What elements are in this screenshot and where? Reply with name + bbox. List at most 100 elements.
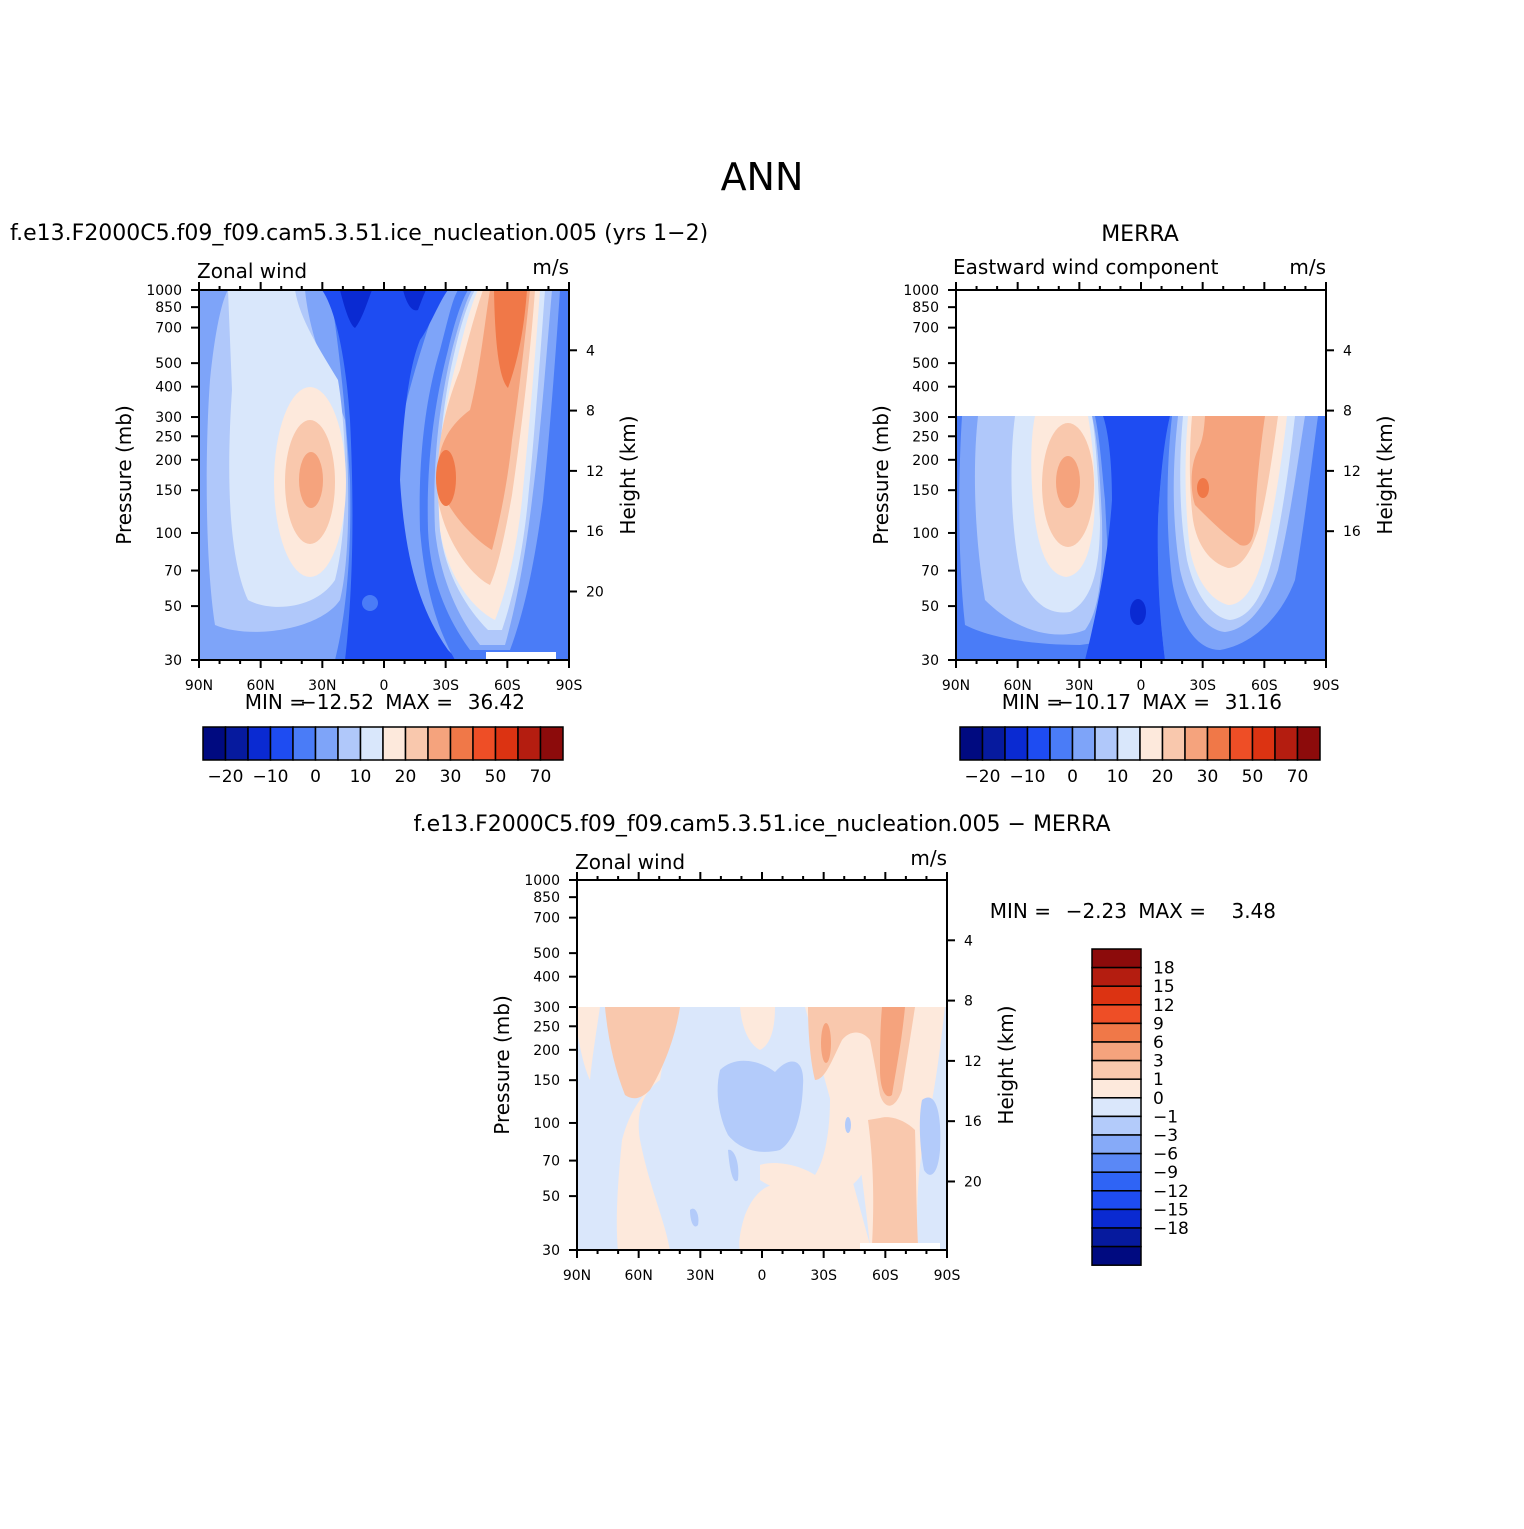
y-axis-label: Pressure (mb) [112,405,136,545]
contour-fill [1191,416,1265,546]
colorbar-swatch [224,726,249,761]
y-right-tick-label: 16 [964,1114,982,1130]
panel-diff-units: m/s [910,846,947,870]
contour-fill [760,1040,868,1197]
x-tick-label: 30S [432,678,459,694]
y-tick-label: 50 [921,599,939,615]
y-axis-label: Pressure (mb) [490,995,514,1135]
panel-diff: f.e13.F2000C5.f09_f09.cam5.3.51.ice_nucl… [413,812,1276,1284]
colorbar-label: 10 [350,767,372,787]
colorbar-swatch [1004,726,1029,761]
colorbar-swatch [202,726,227,761]
panel-obs-title: MERRA [1101,222,1179,247]
contour-fill [403,290,426,311]
y-right-tick-label: 20 [964,1174,982,1190]
panel-model-left-string: Zonal wind [197,259,307,283]
y-tick-label: 1000 [903,283,939,299]
colorbar-swatch [1091,1022,1142,1043]
y-right-tick-label: 12 [586,464,604,480]
panel-model: f.e13.F2000C5.f09_f09.cam5.3.51.ice_nucl… [10,221,708,787]
colorbar-swatch [1251,726,1276,761]
colorbar-swatch [1091,948,1142,969]
colorbar-label: −9 [1153,1163,1178,1183]
colorbar-label: 1 [1153,1070,1164,1090]
colorbar-label: 20 [395,767,417,787]
colorbar-label: −3 [1153,1126,1178,1146]
colorbar-swatch [539,726,564,761]
x-tick-label: 90N [185,678,213,694]
y-tick-label: 200 [155,453,182,469]
y-right-tick-label: 8 [586,404,595,420]
colorbar-swatch [981,726,1006,761]
y-tick-label: 850 [912,300,939,316]
panel-model-contours [199,290,569,660]
colorbar-swatch [404,726,429,761]
y-tick-label: 100 [155,526,182,542]
colorbar-swatch [247,726,272,761]
contour-fill [322,290,458,660]
x-tick-label: 90S [556,678,583,694]
missing-data [860,1243,940,1251]
x-tick-label: 60N [625,1268,653,1284]
contour-fill [880,1007,905,1097]
x-tick-label: 60S [872,1268,899,1284]
x-tick-label: 30S [810,1268,837,1284]
y-tick-label: 700 [533,911,560,927]
contour-fill [436,450,456,506]
y-tick-label: 100 [533,1116,560,1132]
colorbar-label: 20 [1152,767,1174,787]
colorbar-swatch [1229,726,1254,761]
colorbar-swatch [1091,1245,1142,1266]
colorbar-label: 0 [1153,1089,1164,1109]
y-right-tick-label: 12 [1343,464,1361,480]
panel-diff-contours [577,1007,947,1251]
contour-fill [340,290,372,328]
colorbar-label: 30 [1197,767,1219,787]
colorbar-label: 30 [440,767,462,787]
colorbar-swatch [1091,1171,1142,1192]
y-right-axis-label: Height (km) [1373,415,1397,534]
panel-obs-min-value: −10.17 [1057,690,1131,714]
panel-obs-contours [956,416,1326,660]
colorbar-swatch [959,726,984,761]
x-tick-label: 60S [494,678,521,694]
contour-fill [728,1149,739,1182]
contour-fill [845,1117,851,1133]
panel-diff-max-value: 3.48 [1231,899,1276,923]
x-tick-label: 0 [758,1268,767,1284]
colorbar-swatch [1274,726,1299,761]
panel-obs-left-string: Eastward wind component [953,255,1219,279]
panel-model-min-label: MIN = [245,690,306,714]
x-tick-label: 30N [1065,678,1093,694]
y-tick-label: 400 [912,380,939,396]
colorbar-swatch [1091,1078,1142,1099]
x-tick-label: 30S [1189,678,1216,694]
missing-data [486,652,556,660]
colorbar-label: 9 [1153,1014,1164,1034]
panel-diff-max-label: MAX = [1138,899,1206,923]
contour-fill [1130,599,1146,625]
colorbar-swatch [1184,726,1209,761]
y-tick-label: 700 [155,321,182,337]
colorbar-swatch [1091,1059,1142,1080]
colorbar-swatch [1091,1152,1142,1173]
panel-model-units: m/s [532,255,569,279]
y-tick-label: 400 [155,380,182,396]
colorbar-swatch [269,726,294,761]
contour-fill [740,1007,775,1050]
y-right-tick-label: 4 [1343,343,1352,359]
colorbar-swatch [1091,1097,1142,1118]
contour-fill [299,452,323,508]
panel-model-axes: 90N 60N 30N 0 30S 60S 90S 30 50 70 100 150 200 250 300… [112,282,640,694]
panel-diff-axes: 90N 60N 30N 0 30S 60S 90S 30 50 70 100 150 200 250 300… [490,872,1018,1284]
y-tick-label: 500 [912,356,939,372]
colorbar-label: −1 [1153,1107,1178,1127]
y-tick-label: 30 [921,653,939,669]
colorbar-swatch [382,726,407,761]
panel-model-max-label: MAX = [385,690,453,714]
colorbar-swatch [1094,726,1119,761]
y-right-tick-label: 20 [586,584,604,600]
y-tick-label: 250 [912,429,939,445]
colorbar-swatch [1026,726,1051,761]
